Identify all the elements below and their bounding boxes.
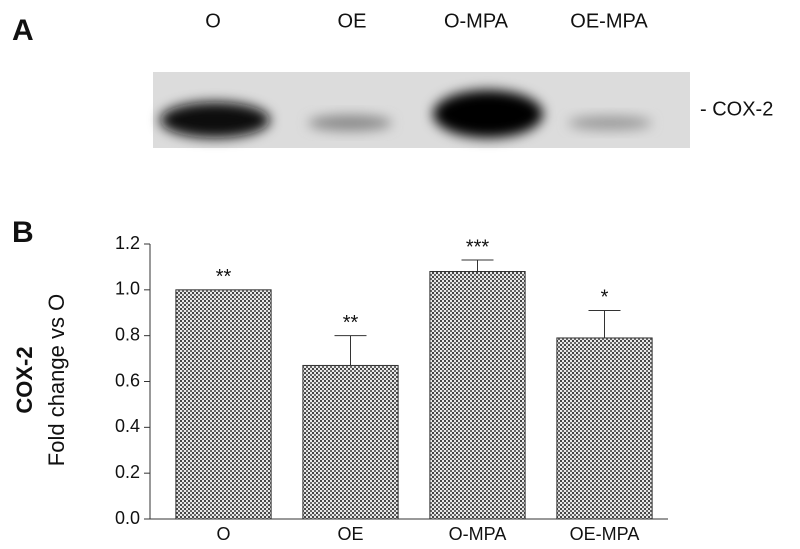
band-label: - COX-2	[700, 98, 773, 120]
significance: **	[216, 266, 232, 288]
y-tick-label: 0.2	[115, 462, 140, 482]
y-tick-label: 0.8	[115, 324, 140, 344]
y-tick-label: 1.2	[115, 233, 140, 253]
y-axis-title: Fold change vs O	[44, 294, 69, 466]
y-tick-label: 0.6	[115, 370, 140, 390]
lane-label: OE	[338, 10, 367, 32]
blot	[153, 72, 690, 148]
bar	[175, 289, 272, 520]
significance: *	[601, 287, 609, 309]
x-tick-label: OE-MPA	[570, 524, 640, 544]
x-tick-label: O	[216, 524, 230, 544]
y-tick-label: 0.4	[115, 416, 140, 436]
bar	[302, 364, 399, 520]
significance: ***	[466, 236, 490, 258]
panel-label: A	[12, 14, 34, 47]
x-tick-label: OE	[337, 524, 363, 544]
lane-label: O	[205, 10, 221, 32]
y-tick-label: 1.0	[115, 279, 140, 299]
x-tick-label: O-MPA	[449, 524, 507, 544]
bar	[429, 271, 526, 520]
y-axis-title: COX-2	[12, 346, 37, 413]
bar	[556, 337, 653, 520]
y-tick-label: 0.0	[115, 508, 140, 528]
lane-label: OE-MPA	[570, 10, 648, 32]
panel-label: B	[12, 216, 34, 249]
significance: **	[343, 312, 359, 334]
lane-label: O-MPA	[444, 10, 509, 32]
